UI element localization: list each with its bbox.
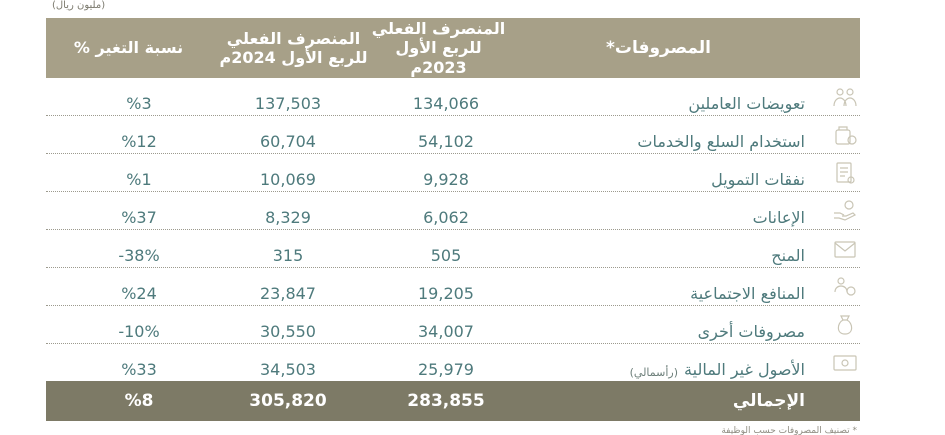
row-value-2023: 54,102 — [418, 132, 474, 151]
row-value-2024: 30,550 — [260, 322, 316, 341]
total-label: الإجمالي — [732, 391, 805, 411]
row-expense-name: استخدام السلع والخدمات — [637, 116, 805, 154]
row-change: -10% — [118, 322, 160, 341]
header-change: نسبة التغير % — [73, 38, 184, 58]
row-change: %12 — [121, 132, 157, 151]
banknote-icon — [832, 350, 858, 376]
row-expense-name: مصروفات أخرى — [698, 306, 805, 344]
row-expense-name: الأصول غير المالية (رأسمالي) — [630, 344, 805, 382]
row-value-2024: 10,069 — [260, 170, 316, 189]
row-value-2023: 19,205 — [418, 284, 474, 303]
row-expense-name: تعويضات العاملين — [688, 78, 805, 116]
header-actual-2024-line1: المنصرف الفعلي — [226, 28, 361, 48]
row-value-2024: 23,847 — [260, 284, 316, 303]
row-expense-name: المنح — [771, 230, 805, 268]
row-expense-label: الإعانات — [752, 208, 805, 227]
hand-coin-icon — [832, 198, 858, 224]
row-expense-name: نفقات التمويل — [711, 154, 805, 192]
money-bag-icon — [832, 312, 858, 338]
row-value-2024: 315 — [272, 246, 304, 265]
row-expense-label: استخدام السلع والخدمات — [637, 132, 805, 151]
social-benefits-icon — [832, 274, 858, 300]
unit-note: (مليون ريال) — [52, 0, 106, 11]
row-change: -38% — [118, 246, 160, 265]
row-value-2024: 60,704 — [260, 132, 316, 151]
row-value-2024: 8,329 — [265, 208, 311, 227]
row-expense-label: نفقات التمويل — [711, 170, 805, 189]
row-expense-label: المنح — [771, 246, 805, 265]
row-change: %1 — [126, 170, 152, 189]
row-expense-name: الإعانات — [753, 192, 805, 230]
people-icon — [832, 84, 858, 110]
row-value-2023: 505 — [430, 246, 462, 265]
table-row: الإعانات 6,062 8,329 %37 — [46, 192, 860, 230]
header-actual-2023-line2: للربع الأول 2023م — [395, 38, 482, 77]
row-change: %37 — [121, 208, 157, 227]
row-expense-label: المنافع الاجتماعية — [690, 284, 805, 303]
header-expenses: المصروفات* — [606, 37, 711, 58]
expenses-table: المصروفات* المنصرف الفعلي للربع الأول 20… — [46, 18, 860, 429]
table-header: المصروفات* المنصرف الفعلي للربع الأول 20… — [46, 18, 860, 78]
total-2024: 305,820 — [249, 391, 327, 411]
table-row: المنافع الاجتماعية 19,205 23,847 %24 — [46, 268, 860, 306]
row-value-2023: 25,979 — [418, 360, 474, 379]
row-expense-label: الأصول غير المالية — [684, 360, 805, 379]
row-change: %3 — [126, 94, 152, 113]
row-value-2023: 34,007 — [418, 322, 474, 341]
header-actual-2024: المنصرف الفعلي للربع الأول 2024م — [216, 18, 371, 78]
row-expense-label: مصروفات أخرى — [697, 322, 805, 341]
row-expense-sublabel: (رأسمالي) — [629, 366, 679, 379]
row-value-2023: 134,066 — [412, 94, 480, 113]
table-row: تعويضات العاملين 134,066 137,503 %3 — [46, 78, 860, 116]
table-row: مصروفات أخرى 34,007 30,550 -10% — [46, 306, 860, 344]
row-value-2024: 34,503 — [260, 360, 316, 379]
table-row: المنح 505 315 -38% — [46, 230, 860, 268]
total-row: الإجمالي 283,855 305,820 %8 — [46, 381, 860, 421]
goods-services-icon — [832, 122, 858, 148]
header-actual-2024-line2: للربع الأول 2024م — [219, 48, 368, 67]
table-row: نفقات التمويل 9,928 10,069 %1 — [46, 154, 860, 192]
row-value-2024: 137,503 — [254, 94, 322, 113]
total-2023: 283,855 — [407, 391, 485, 411]
row-expense-label: تعويضات العاملين — [688, 94, 805, 113]
footnote: * تصنيف المصروفات حسب الوظيفة — [721, 426, 857, 435]
row-expense-name: المنافع الاجتماعية — [690, 268, 805, 306]
row-change: %33 — [121, 360, 157, 379]
table-row: الأصول غير المالية (رأسمالي) 25,979 34,503%… — [46, 344, 860, 382]
total-change: %8 — [124, 391, 154, 411]
header-actual-2023: المنصرف الفعلي للربع الأول 2023م — [371, 18, 506, 78]
row-value-2023: 9,928 — [423, 170, 469, 189]
row-value-2023: 6,062 — [423, 208, 469, 227]
row-change: %24 — [121, 284, 157, 303]
envelope-icon — [832, 236, 858, 262]
header-actual-2023-line1: المنصرف الفعلي — [371, 19, 506, 39]
finance-document-icon — [832, 160, 858, 186]
table-row: استخدام السلع والخدمات 54,102 60,704 %12 — [46, 116, 860, 154]
